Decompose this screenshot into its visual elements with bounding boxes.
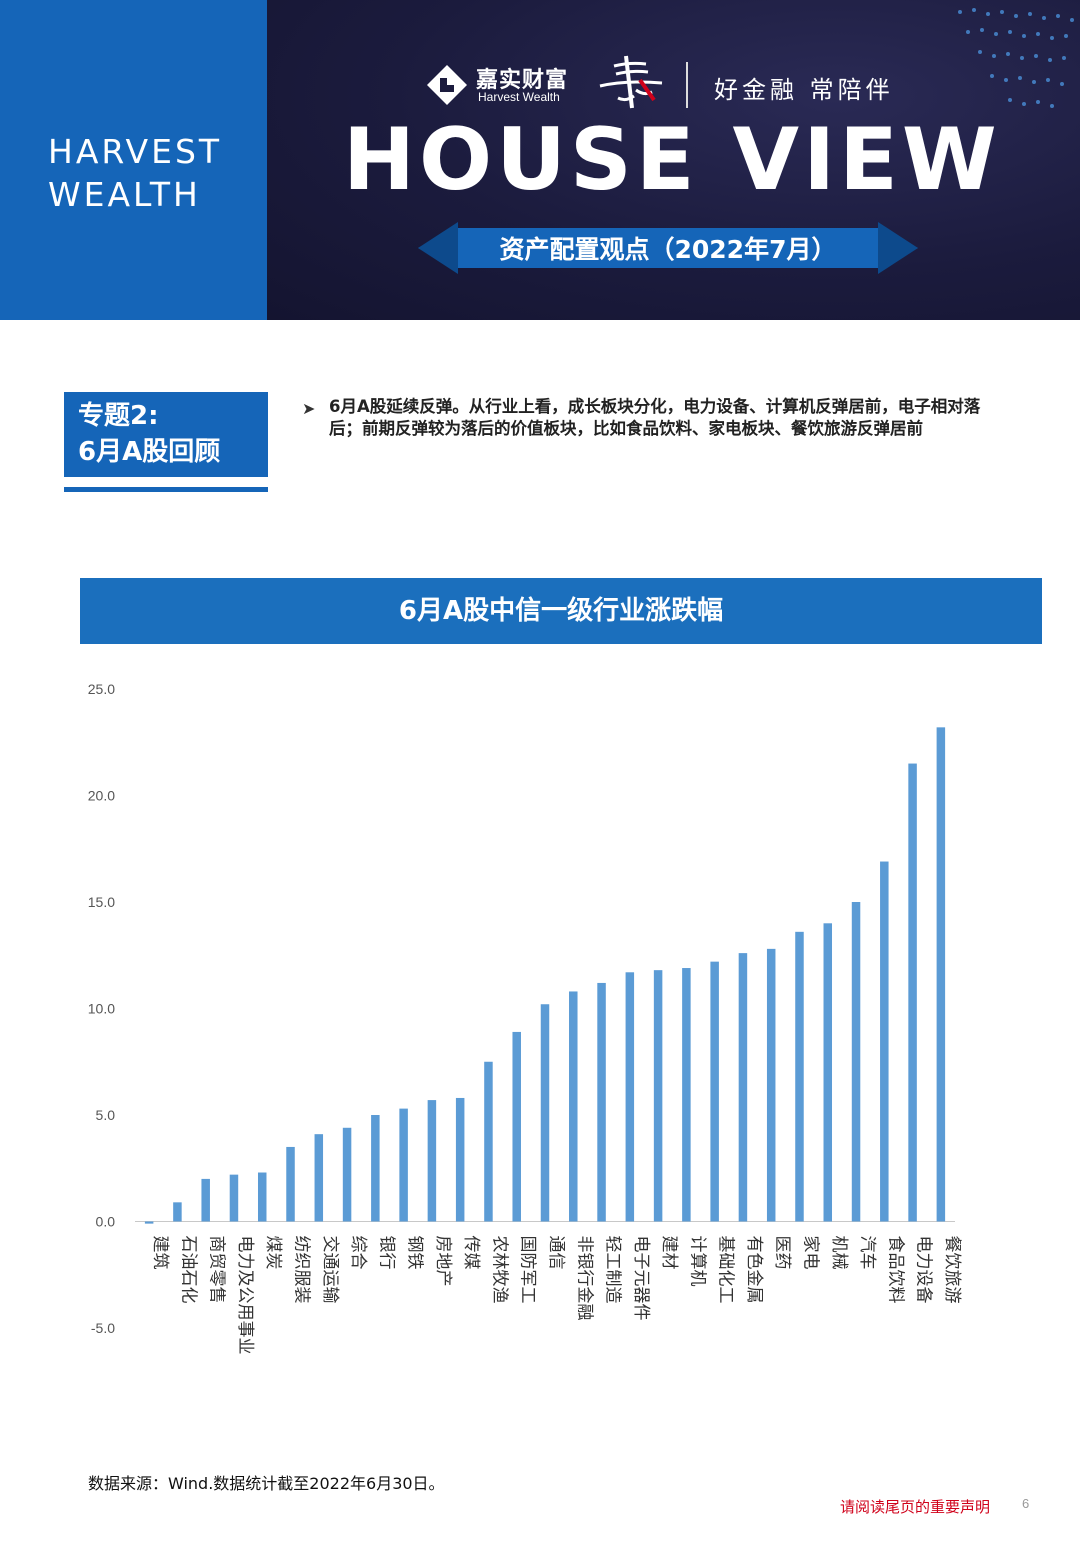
bar	[540, 1004, 550, 1222]
category-label: 基础化工	[716, 1236, 736, 1304]
category-label: 煤炭	[263, 1236, 283, 1270]
bar	[766, 948, 776, 1222]
category-label: 非银行金融	[574, 1236, 594, 1321]
category-label: 家电	[800, 1236, 820, 1270]
category-label: 国防军工	[518, 1236, 538, 1304]
bar	[484, 1061, 493, 1222]
bar	[427, 1100, 437, 1222]
y-tick-label: 15.0	[88, 894, 115, 910]
brand-side-panel: HARVEST WEALTH	[0, 0, 267, 320]
brand-side-line1: HARVEST	[48, 132, 223, 171]
bar	[653, 970, 663, 1222]
bar	[173, 1202, 182, 1222]
logo-divider	[686, 62, 688, 108]
category-label: 机械	[829, 1236, 849, 1270]
chart-title: 6月A股中信一级行业涨跌幅	[80, 578, 1042, 644]
bar	[625, 972, 635, 1222]
category-label: 汽车	[857, 1236, 877, 1270]
topic-summary-text: 6月A股延续反弹。从行业上看，成长板块分化，电力设备、计算机反弹居前，电子相对落…	[329, 397, 981, 438]
category-label: 商贸零售	[207, 1236, 227, 1304]
bar	[795, 931, 804, 1222]
bar	[229, 1174, 239, 1222]
category-label: 农林牧渔	[489, 1236, 509, 1304]
y-tick-label: 10.0	[88, 1001, 115, 1017]
logo-chinese-name: 嘉实财富	[476, 68, 569, 93]
bar	[455, 1097, 465, 1222]
bar	[936, 727, 946, 1222]
category-label: 交通运输	[320, 1236, 340, 1304]
category-label: 食品饮料	[885, 1236, 905, 1304]
category-label: 电力设备	[914, 1236, 934, 1304]
bar	[399, 1108, 408, 1222]
topic-label-box: 专题2: 6月A股回顾	[64, 392, 268, 477]
category-label: 银行	[376, 1236, 396, 1270]
brand-side-text: HARVEST WEALTH	[48, 130, 222, 216]
category-label: 建筑	[150, 1236, 170, 1270]
category-label: 餐饮旅游	[942, 1236, 962, 1304]
bar	[257, 1172, 267, 1222]
category-label: 计算机	[687, 1236, 707, 1287]
topic-label-line2: 6月A股回顾	[78, 437, 221, 467]
bar	[512, 1031, 521, 1222]
bar	[342, 1127, 352, 1222]
bar	[144, 1221, 154, 1224]
decorative-dots-icon	[958, 8, 1074, 108]
industry-return-bar-chart: 25.0 20.0 15.0 10.0 5.0 0.0 -5.0 建筑 石油石化 商贸零售 电力及公…	[88, 681, 962, 1355]
bar	[880, 861, 889, 1222]
y-tick-label: 5.0	[96, 1107, 116, 1123]
data-source-note: 数据来源：Wind.数据统计截至2022年6月30日。	[88, 1474, 445, 1493]
harvest-logo-icon	[427, 65, 467, 105]
category-label: 建材	[659, 1236, 679, 1270]
arrow-bullet-icon: ➤	[302, 399, 316, 418]
y-tick-label: 25.0	[88, 681, 115, 697]
category-label: 轻工制造	[603, 1236, 623, 1304]
calligraphy-signature-icon	[599, 55, 663, 109]
bar	[851, 902, 861, 1222]
bar	[286, 1146, 295, 1222]
category-label: 电子元器件	[631, 1236, 651, 1321]
category-label: 有色金属	[744, 1236, 764, 1304]
category-label: 通信	[546, 1236, 566, 1270]
brand-side-line2: WEALTH	[48, 175, 201, 214]
category-label: 传媒	[461, 1236, 481, 1270]
page-title: HOUSE VIEW	[343, 110, 1001, 210]
y-tick-label: 0.0	[96, 1214, 116, 1230]
category-label: 电力及公用事业	[235, 1236, 255, 1355]
bar	[371, 1115, 380, 1222]
header-banner: HARVEST WEALTH 嘉实财富 Harvest Wealth 好金融 常…	[0, 0, 1080, 320]
bar	[569, 991, 578, 1222]
bar	[738, 953, 748, 1222]
category-label: 钢铁	[405, 1236, 425, 1270]
bar	[597, 982, 606, 1222]
subtitle-ribbon	[418, 222, 918, 274]
header-slogan: 好金融 常陪伴	[714, 76, 894, 104]
page-subtitle: 资产配置观点（2022年7月）	[499, 235, 837, 264]
bar	[908, 763, 917, 1222]
bar	[201, 1178, 210, 1222]
category-label: 房地产	[433, 1236, 453, 1287]
category-label: 综合	[348, 1236, 368, 1270]
category-label: 医药	[772, 1236, 792, 1270]
page-number: 6	[1022, 1496, 1030, 1511]
topic-underline	[64, 487, 268, 492]
y-tick-label: 20.0	[88, 788, 115, 804]
bar	[823, 923, 833, 1222]
bar	[710, 961, 719, 1222]
category-label: 纺织服装	[292, 1236, 312, 1304]
disclaimer-link[interactable]: 请阅读尾页的重要声明	[840, 1498, 991, 1516]
logo-english-name: Harvest Wealth	[478, 90, 560, 104]
category-label: 石油石化	[178, 1236, 198, 1304]
topic-label-line1: 专题2:	[78, 401, 159, 431]
bar	[682, 968, 691, 1222]
bar	[314, 1134, 324, 1222]
y-tick-label: -5.0	[91, 1320, 115, 1336]
